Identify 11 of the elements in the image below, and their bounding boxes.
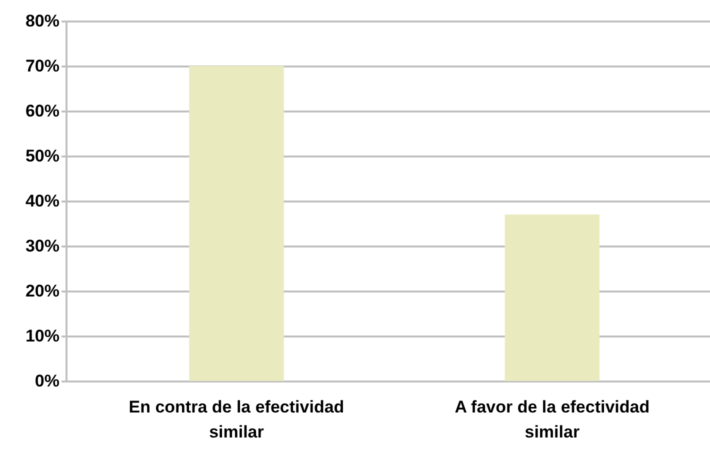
y-tick-label: 40%	[25, 192, 60, 210]
x-tick-label: En contra de la efectividad similar	[128, 398, 344, 442]
y-tick-label: 80%	[25, 12, 60, 30]
x-tick-label: A favor de la efectividad similar	[454, 398, 650, 442]
y-tick-label: 0%	[34, 372, 60, 390]
y-tick-label: 20%	[25, 282, 60, 300]
y-tick-label: 50%	[25, 146, 60, 166]
y-tick-label: 10%	[25, 326, 60, 346]
y-tick-label: 30%	[25, 236, 60, 256]
y-tick-label: 60%	[25, 102, 60, 120]
y-tick-label: 70%	[25, 56, 60, 76]
